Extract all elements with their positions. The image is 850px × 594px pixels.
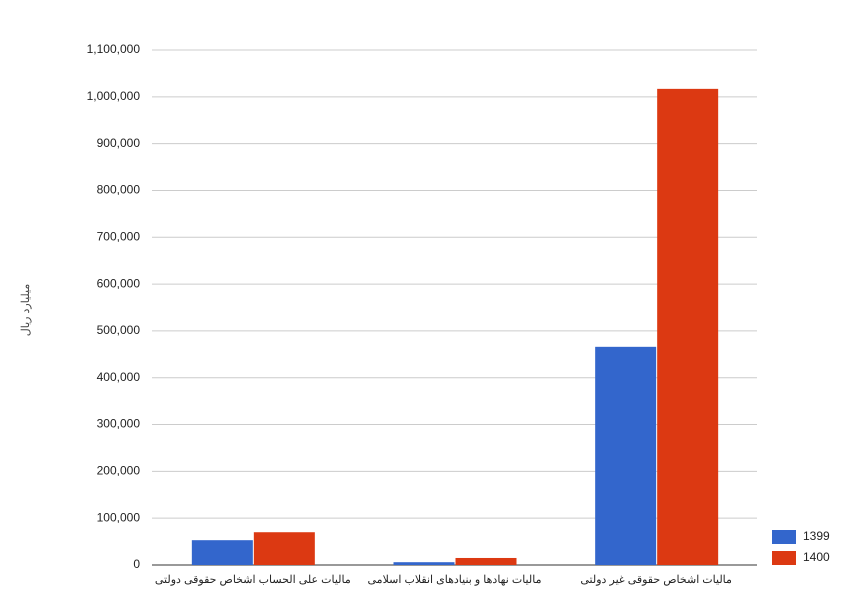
y-tick-label: 500,000 — [97, 323, 141, 337]
legend-label: 1400 — [803, 550, 830, 564]
bar — [455, 557, 517, 565]
y-tick-label: 1,100,000 — [87, 42, 141, 56]
x-tick-label: مالیات علی الحساب اشخاص حقوقی دولتی — [155, 574, 351, 586]
y-tick-label: 600,000 — [97, 276, 141, 290]
y-tick-label: 200,000 — [97, 464, 141, 478]
bar — [191, 540, 253, 565]
y-tick-label: 400,000 — [97, 370, 141, 384]
y-tick-label: 1,000,000 — [87, 89, 141, 103]
legend-swatch — [772, 530, 796, 544]
y-tick-label: 100,000 — [97, 510, 141, 524]
legend-label: 1399 — [803, 529, 830, 543]
bar — [595, 346, 657, 565]
bar — [657, 88, 719, 565]
legend-swatch — [772, 551, 796, 565]
y-tick-label: 0 — [133, 557, 140, 571]
bar — [253, 532, 315, 565]
y-tick-label: 300,000 — [97, 417, 141, 431]
y-tick-label: 700,000 — [97, 229, 141, 243]
bar — [393, 562, 455, 565]
y-tick-label: 900,000 — [97, 136, 141, 150]
x-tick-label: مالیات نهادها و بنیادهای انقلاب اسلامی — [368, 574, 542, 586]
x-tick-label: مالیات اشخاص حقوقی غیر دولتی — [580, 574, 732, 586]
y-tick-label: 800,000 — [97, 183, 141, 197]
y-axis-label: میلیارد ریال — [20, 284, 32, 337]
